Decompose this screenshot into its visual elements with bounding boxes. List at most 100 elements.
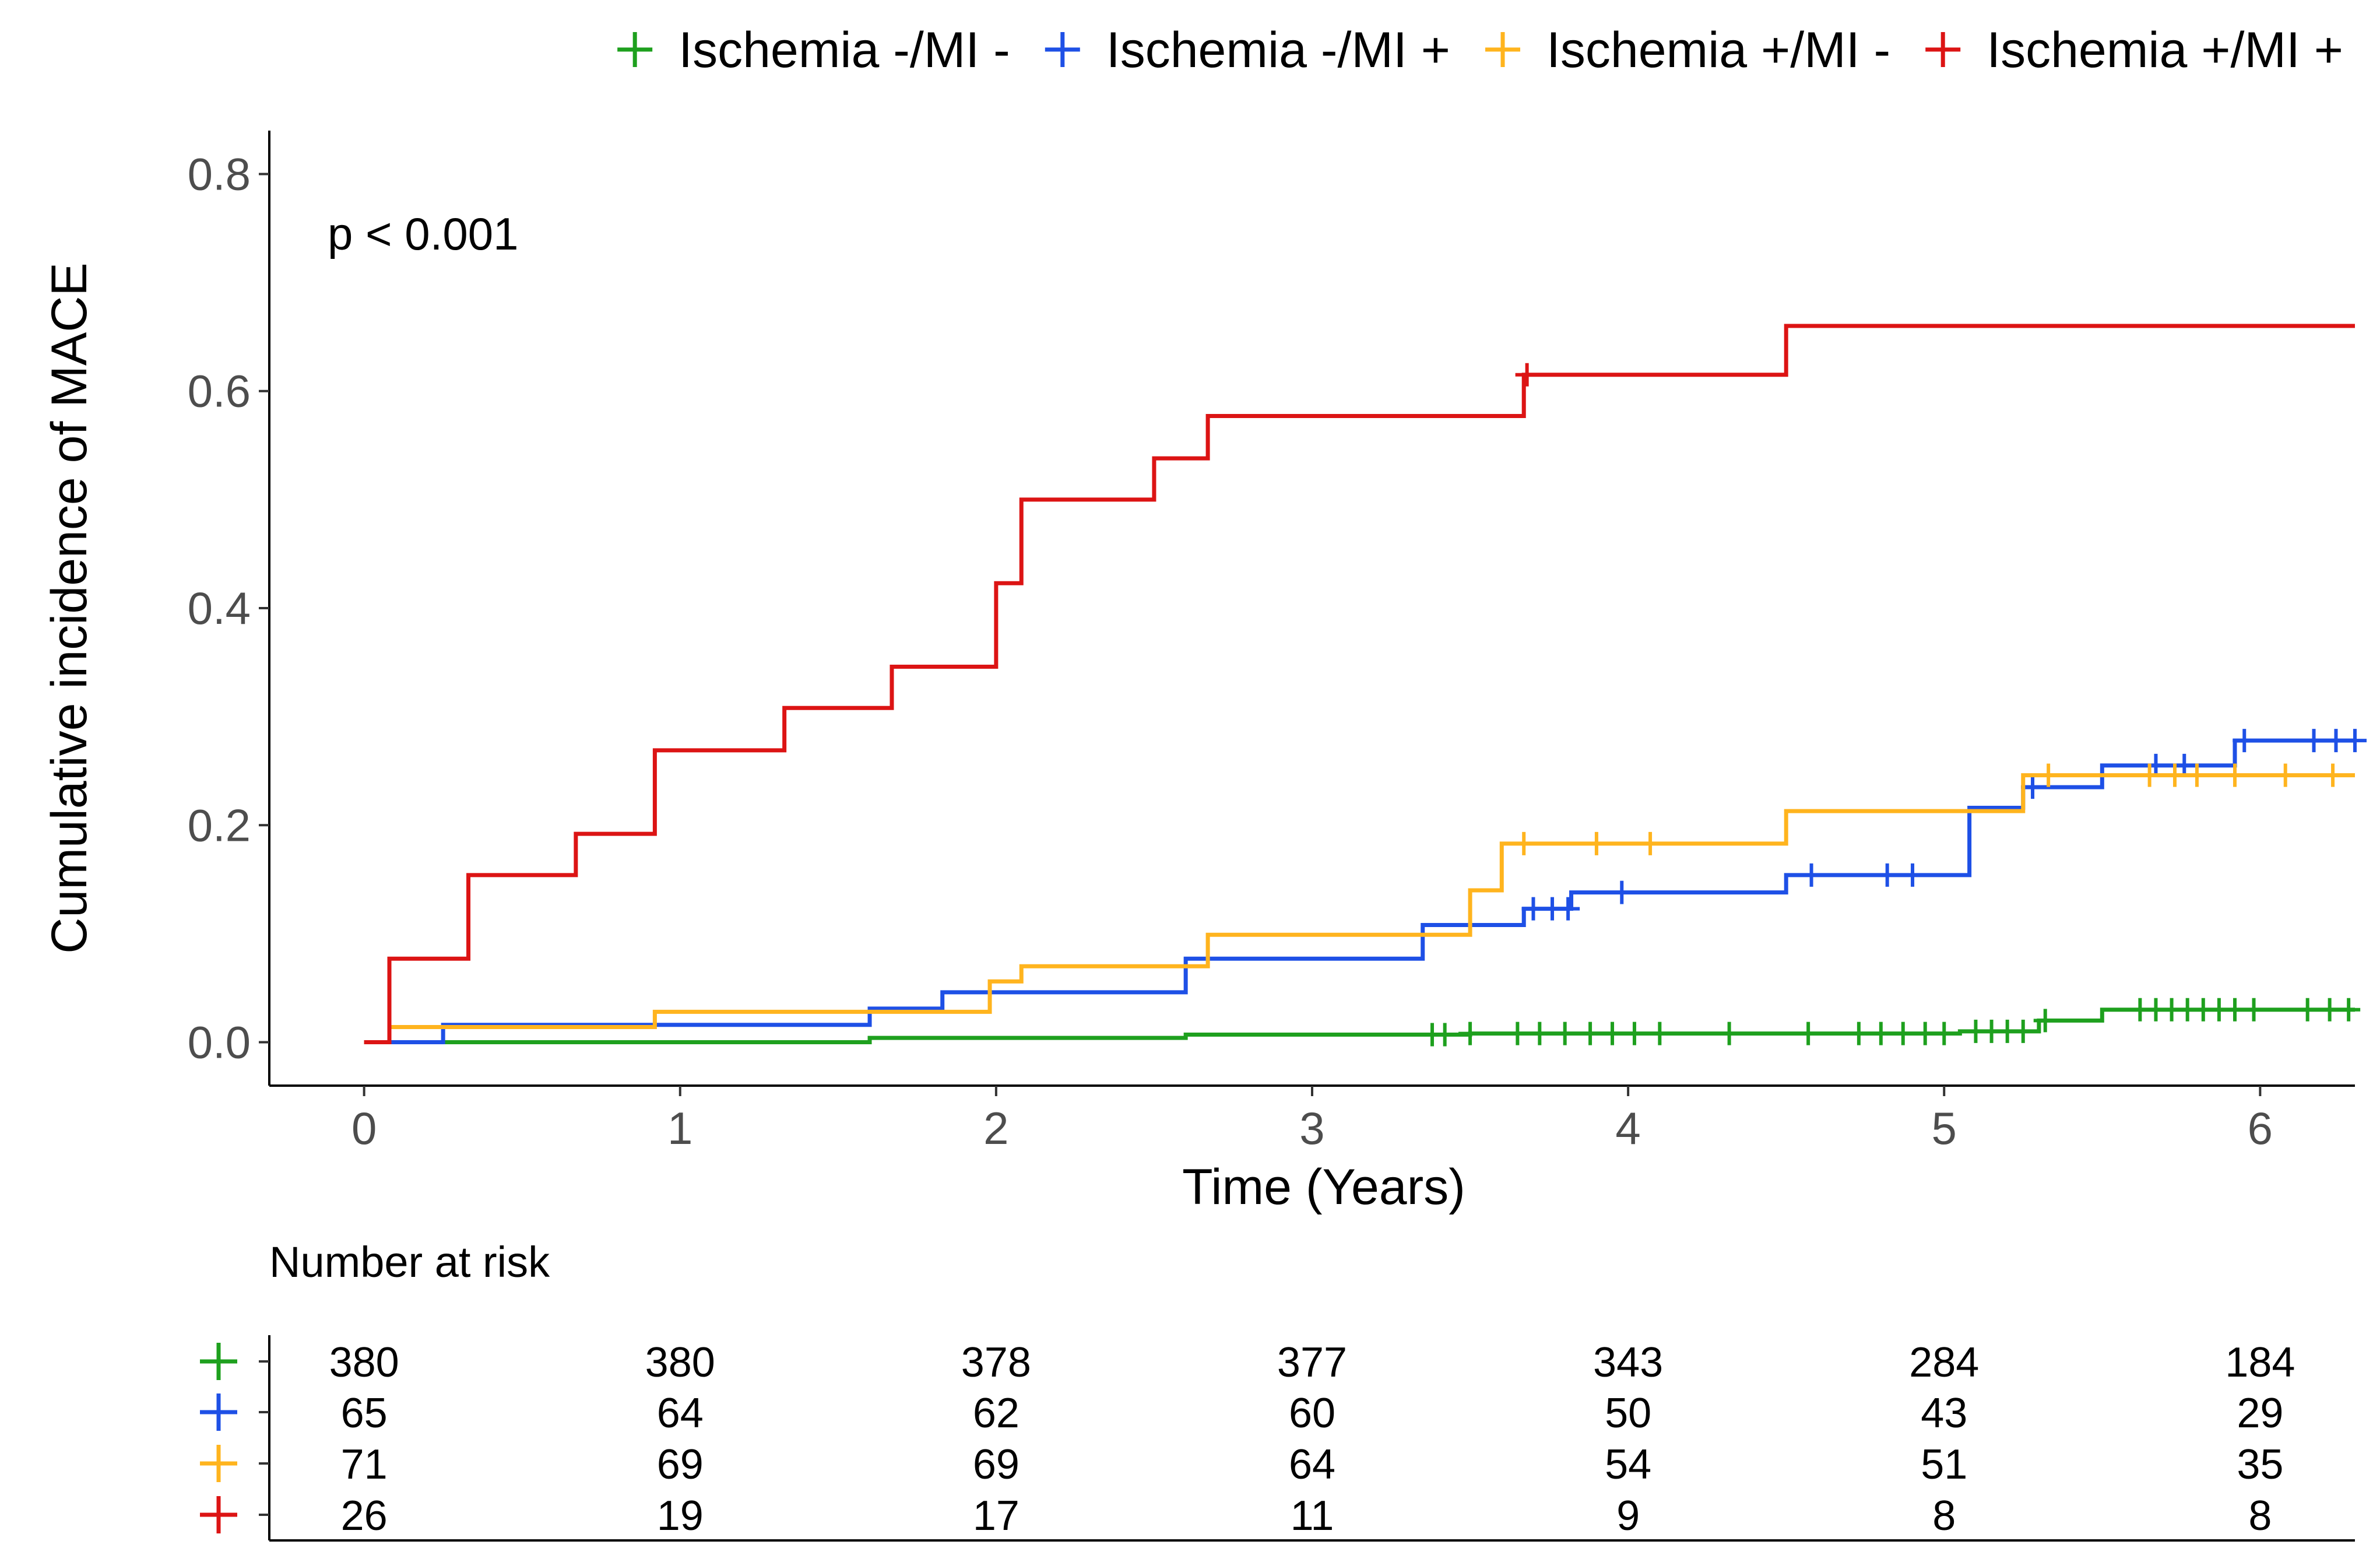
legend-label-1: Ischemia -/MI +: [1106, 22, 1450, 78]
legend-label-2: Ischemia +/MI -: [1546, 22, 1890, 78]
risk-value: 19: [657, 1493, 704, 1539]
risk-value: 60: [1289, 1390, 1335, 1437]
legend-label-3: Ischemia +/MI +: [1987, 22, 2343, 78]
risk-value: 54: [1605, 1441, 1651, 1488]
censor-mark: [1875, 863, 1899, 887]
censor-mark: [1584, 831, 1608, 855]
censor-mark: [1553, 1022, 1577, 1045]
censor-mark: [1639, 831, 1662, 855]
risk-value: 380: [329, 1339, 399, 1386]
risk-value: 377: [1277, 1339, 1347, 1386]
legend-key-0: [617, 32, 653, 67]
x-tick-label: 3: [1299, 1103, 1324, 1154]
risk-value: 35: [2237, 1441, 2283, 1488]
risk-value: 69: [657, 1441, 704, 1488]
censor-mark: [1891, 1022, 1915, 1045]
censor-mark: [2138, 763, 2161, 787]
censor-mark: [1901, 863, 1925, 887]
y-tick-label: 0.6: [188, 366, 251, 417]
risk-row-key-2: [200, 1445, 237, 1482]
censor-mark: [2302, 729, 2326, 753]
series-line-3: [364, 324, 2355, 1045]
risk-value: 9: [1616, 1493, 1640, 1539]
censor-mark: [1433, 1023, 1457, 1047]
legend-key-2: [1485, 32, 1520, 67]
risk-value: 50: [1605, 1390, 1651, 1437]
risk-value: 11: [1291, 1493, 1334, 1539]
risk-table-title: Number at risk: [269, 1238, 550, 1286]
censor-mark: [1601, 1022, 1625, 1045]
p-value-annotation: p < 0.001: [328, 208, 518, 259]
censor-mark: [1458, 1022, 1482, 1045]
censor-mark: [1528, 1022, 1552, 1045]
risk-value: 69: [973, 1441, 1020, 1488]
risk-value: 65: [341, 1390, 388, 1437]
censor-mark: [1932, 1022, 1956, 1045]
y-tick-label: 0.8: [188, 148, 251, 199]
censor-mark: [2295, 998, 2319, 1022]
censor-mark: [2337, 998, 2361, 1022]
censor-mark: [2163, 763, 2186, 787]
risk-value: 343: [1593, 1339, 1663, 1386]
x-axis-label: Time (Years): [1182, 1159, 1465, 1215]
x-tick-label: 0: [351, 1103, 377, 1154]
censor-mark: [1515, 363, 1539, 387]
legend-key-3: [1925, 32, 1961, 67]
censor-mark: [2343, 729, 2367, 753]
censor-mark: [1717, 1022, 1741, 1045]
risk-value: 380: [645, 1339, 715, 1386]
x-tick-label: 2: [983, 1103, 1008, 1154]
censor-mark: [2321, 763, 2345, 787]
censor-mark: [1847, 1022, 1871, 1045]
legend-label-0: Ischemia -/MI -: [679, 22, 1010, 78]
censor-mark: [1797, 1022, 1820, 1045]
risk-value: 8: [1932, 1493, 1956, 1539]
risk-value: 184: [2225, 1339, 2295, 1386]
censor-mark: [2037, 763, 2061, 787]
censor-mark: [1648, 1022, 1672, 1045]
risk-value: 64: [657, 1390, 704, 1437]
risk-row-key-3: [200, 1496, 237, 1533]
censor-mark: [1579, 1022, 1602, 1045]
risk-value: 26: [341, 1493, 388, 1539]
risk-value: 71: [341, 1441, 388, 1488]
x-tick-label: 6: [2248, 1103, 2273, 1154]
censor-mark: [2273, 763, 2297, 787]
legend-key-1: [1045, 32, 1080, 67]
risk-value: 64: [1289, 1441, 1335, 1488]
censor-mark: [2223, 763, 2247, 787]
censor-mark: [1869, 1022, 1893, 1045]
risk-value: 17: [973, 1493, 1020, 1539]
risk-value: 8: [2248, 1493, 2272, 1539]
risk-row-key-0: [200, 1343, 237, 1380]
y-tick-label: 0.0: [188, 1017, 251, 1068]
risk-value: 62: [973, 1390, 1020, 1437]
risk-value: 29: [2237, 1390, 2283, 1437]
censor-mark: [2242, 998, 2266, 1022]
censor-mark: [2011, 1019, 2035, 1043]
censor-mark: [2185, 763, 2209, 787]
x-tick-label: 5: [1932, 1103, 1957, 1154]
y-tick-label: 0.2: [188, 799, 251, 851]
censor-mark: [1610, 880, 1634, 904]
risk-value: 51: [1921, 1441, 1967, 1488]
risk-value: 284: [1909, 1339, 1979, 1386]
y-axis-label: Cumulative incidence of MACE: [41, 262, 97, 953]
censor-mark: [2033, 1009, 2057, 1033]
y-tick-label: 0.4: [188, 582, 251, 634]
censor-mark: [2233, 729, 2256, 753]
censor-mark: [1799, 863, 1823, 887]
censor-mark: [1506, 1022, 1530, 1045]
censor-mark: [1622, 1022, 1646, 1045]
x-tick-label: 1: [667, 1103, 692, 1154]
risk-value: 43: [1921, 1390, 1967, 1437]
censor-mark: [1512, 831, 1536, 855]
risk-row-key-1: [200, 1393, 237, 1431]
x-tick-label: 4: [1615, 1103, 1640, 1154]
censor-mark: [1556, 897, 1580, 921]
series-line-1: [364, 738, 2355, 1045]
risk-value: 378: [961, 1339, 1031, 1386]
series-line-2: [364, 773, 2355, 1045]
